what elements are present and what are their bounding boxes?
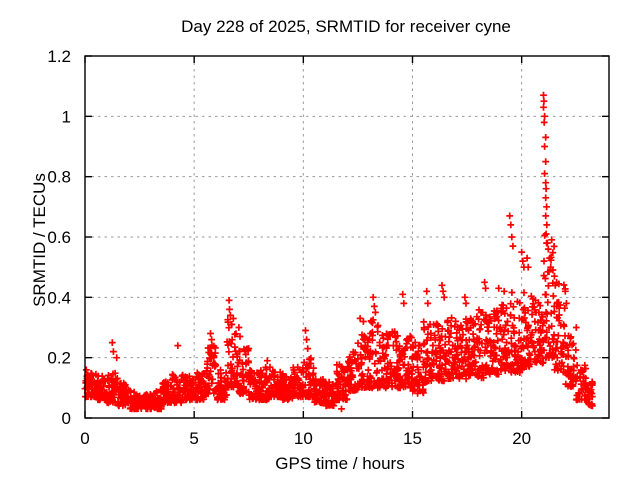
y-axis-label: SRMTID / TECUs (30, 173, 49, 307)
y-tick-label: 0.2 (47, 349, 71, 368)
x-axis-label: GPS time / hours (275, 454, 404, 473)
data-points (81, 91, 596, 413)
x-tick-label: 0 (80, 429, 89, 448)
y-tick-label: 0.6 (47, 228, 71, 247)
x-tick-label: 10 (294, 429, 313, 448)
y-tick-label: 1.2 (47, 47, 71, 66)
y-tick-label: 1 (62, 107, 71, 126)
x-tick-label: 15 (403, 429, 422, 448)
y-tick-label: 0.8 (47, 168, 71, 187)
axes (84, 55, 610, 419)
grid-lines (85, 56, 609, 418)
x-tick-label: 5 (189, 429, 198, 448)
tick-labels: 0 5 10 15 20 0 0.2 0.4 0.6 0.8 1 1.2 (47, 47, 531, 448)
y-tick-label: 0.4 (47, 288, 71, 307)
x-tick-label: 20 (512, 429, 531, 448)
scatter-plus-markers (81, 91, 596, 413)
chart-title: Day 228 of 2025, SRMTID for receiver cyn… (181, 17, 511, 36)
y-tick-label: 0 (62, 409, 71, 428)
